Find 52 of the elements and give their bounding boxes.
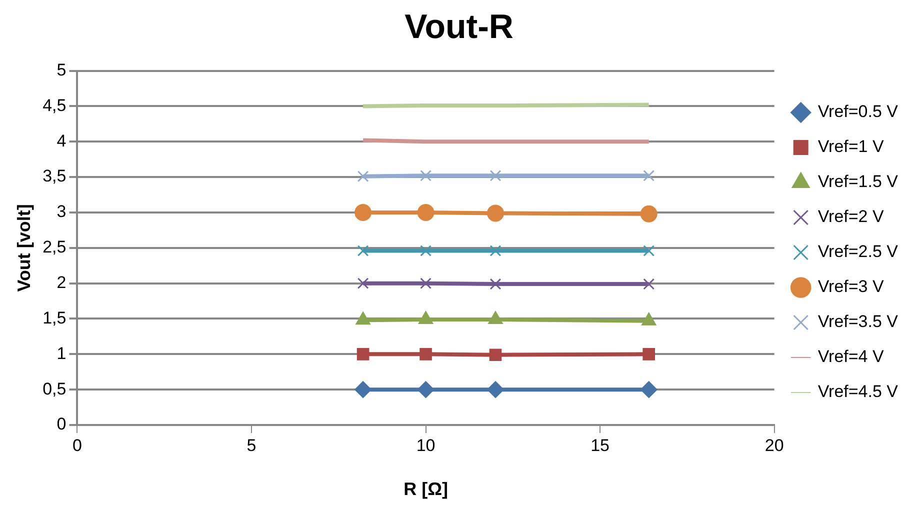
y-tick-label: 1 [56, 344, 66, 363]
legend-label: Vref=1 V [818, 137, 884, 156]
point [356, 348, 370, 360]
y-tick-label: 2 [56, 273, 66, 292]
point [417, 381, 434, 398]
legend-label: Vref=3.5 V [818, 312, 899, 332]
point [417, 204, 434, 221]
point [420, 348, 432, 360]
point [420, 170, 432, 182]
point [357, 170, 369, 182]
y-axis-title: Vout [volt] [14, 204, 34, 292]
legend-label: Vref=0.5 V [818, 102, 899, 122]
legend-label: Vref=4 V [818, 347, 884, 366]
point [486, 381, 504, 398]
point [490, 245, 502, 256]
point [354, 381, 372, 398]
point [490, 278, 502, 290]
point [489, 348, 502, 362]
y-tick-label: 0,5 [42, 379, 66, 398]
x-tick-label: 5 [246, 436, 256, 455]
y-tick-label: 0 [56, 414, 66, 434]
point [643, 278, 655, 290]
legend-label: Vref=3 V [818, 277, 884, 296]
point [490, 170, 502, 182]
point [486, 204, 504, 222]
y-tick-label: 1,5 [42, 308, 66, 328]
x-axis-title: R [Ω] [404, 479, 448, 500]
point [642, 348, 656, 360]
x-tick-label: 10 [416, 436, 436, 455]
point [357, 245, 369, 256]
x-tick-label: 15 [590, 436, 610, 455]
legend-label: Vref=2 V [818, 207, 884, 226]
point [643, 245, 655, 256]
y-tick-label: 4,5 [42, 96, 66, 115]
legend-label: Vref=1.5 V [818, 172, 899, 192]
y-tick-label: 3 [56, 202, 66, 222]
x-tick-label: 0 [72, 436, 82, 455]
legend-label: Vref=4.5 V [818, 382, 899, 402]
point [357, 278, 369, 290]
x-tick-label: 20 [764, 436, 784, 455]
y-tick-label: 3,5 [42, 166, 66, 186]
y-tick-label: 4 [56, 131, 66, 150]
point [640, 381, 658, 398]
point [354, 204, 372, 221]
point [640, 205, 658, 222]
chart-title: Vout-R [404, 8, 514, 46]
y-tick-label: 2,5 [42, 238, 66, 257]
point [643, 170, 655, 182]
legend-label: Vref=2.5 V [818, 242, 899, 262]
y-tick-label: 5 [56, 60, 66, 80]
point [420, 278, 432, 290]
point [420, 245, 432, 256]
